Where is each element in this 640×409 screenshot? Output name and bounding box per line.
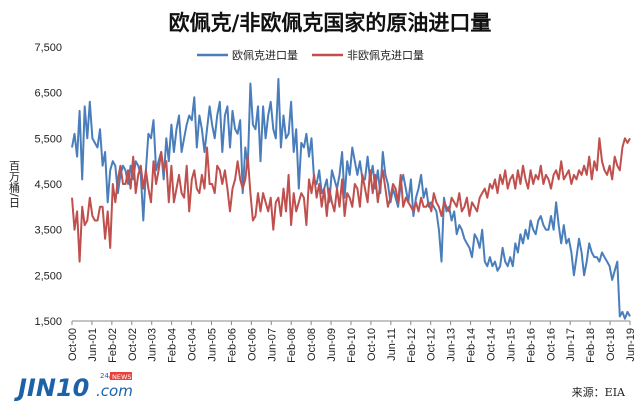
x-tick-label: Oct-14 — [486, 328, 498, 361]
y-axis-label: 百万桶/日 — [8, 160, 21, 208]
x-tick-label: Jun-07 — [266, 328, 278, 362]
series-line-opec — [71, 78, 631, 320]
y-tick-label: 1,500 — [34, 316, 62, 328]
y-tick-label: 2,500 — [34, 270, 62, 282]
x-tick-label: Feb-18 — [585, 328, 597, 363]
x-tick-label: Oct-08 — [306, 328, 318, 361]
x-tick-label: Jun-17 — [565, 328, 577, 362]
x-tick-label: Oct-06 — [246, 328, 258, 361]
legend-label-opec: 欧佩克进口量 — [232, 48, 298, 62]
x-tick-label: Oct-04 — [187, 328, 199, 361]
legend-label-non-opec: 非欧佩克进口量 — [347, 48, 424, 62]
x-axis: Oct-00 Jun-01 Feb-02 Oct-02 Jun-03 Feb-04 Oct-… — [67, 320, 637, 363]
logo-badge: 24/ — [100, 372, 112, 380]
plot-area — [71, 78, 631, 320]
chart-title: 欧佩克/非欧佩克国家的原油进口量 — [169, 10, 492, 35]
series-line-non-opec — [71, 137, 631, 263]
source-note: 来源：EIA — [572, 385, 626, 399]
x-tick-label: Jun-09 — [326, 328, 338, 362]
x-tick-label: Jun-15 — [505, 328, 517, 362]
legend: 欧佩克进口量 非欧佩克进口量 — [197, 48, 424, 62]
y-axis: 1,500 2,500 3,500 4,500 5,500 6,500 7,500 — [34, 42, 62, 328]
x-tick-label: Oct-18 — [605, 328, 617, 361]
x-tick-label: Jun-05 — [207, 328, 219, 362]
x-tick-label: Feb-14 — [466, 328, 478, 363]
logo-suffix: .com — [96, 382, 133, 400]
y-tick-label: 4,500 — [34, 179, 62, 191]
x-tick-label: Feb-08 — [286, 328, 298, 363]
x-tick-label: Feb-06 — [226, 328, 238, 363]
x-tick-label: Jun-19 — [625, 328, 637, 362]
y-tick-label: 7,500 — [34, 42, 62, 54]
x-tick-label: Oct-02 — [127, 328, 139, 361]
x-tick-label: Feb-04 — [167, 328, 179, 363]
x-tick-label: Oct-16 — [545, 328, 557, 361]
y-tick-label: 5,500 — [34, 133, 62, 145]
x-tick-label: Feb-02 — [107, 328, 119, 363]
x-tick-label: Oct-00 — [67, 328, 79, 361]
x-tick-label: Jun-01 — [87, 328, 99, 362]
y-tick-label: 6,500 — [34, 88, 62, 100]
logo-text: JIN10 — [14, 374, 89, 402]
x-tick-label: Jun-11 — [386, 328, 398, 361]
x-tick-label: Feb-10 — [346, 328, 358, 363]
x-tick-label: Feb-16 — [525, 328, 537, 363]
logo-news-badge — [110, 372, 132, 380]
jin10-logo: JIN10 .com 24/ NEWS — [14, 372, 133, 402]
x-tick-label: Feb-12 — [406, 328, 418, 363]
x-tick-label: Oct-12 — [426, 328, 438, 361]
x-tick-label: Oct-10 — [366, 328, 378, 361]
y-tick-label: 3,500 — [34, 225, 62, 237]
x-tick-label: Jun-13 — [446, 328, 458, 362]
x-tick-label: Jun-03 — [147, 328, 159, 362]
logo-news-text: NEWS — [112, 373, 132, 381]
